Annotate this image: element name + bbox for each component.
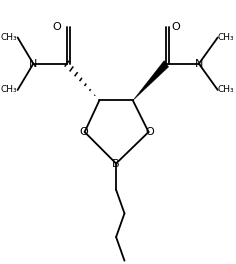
Text: CH₃: CH₃: [1, 33, 18, 42]
Text: O: O: [79, 127, 88, 137]
Text: O: O: [145, 127, 154, 137]
Text: B: B: [112, 158, 120, 168]
Text: CH₃: CH₃: [218, 86, 234, 95]
Text: O: O: [53, 22, 62, 32]
Text: N: N: [29, 59, 38, 69]
Text: O: O: [172, 22, 180, 32]
Polygon shape: [133, 60, 169, 101]
Text: CH₃: CH₃: [218, 33, 234, 42]
Text: N: N: [195, 59, 203, 69]
Text: CH₃: CH₃: [1, 86, 18, 95]
